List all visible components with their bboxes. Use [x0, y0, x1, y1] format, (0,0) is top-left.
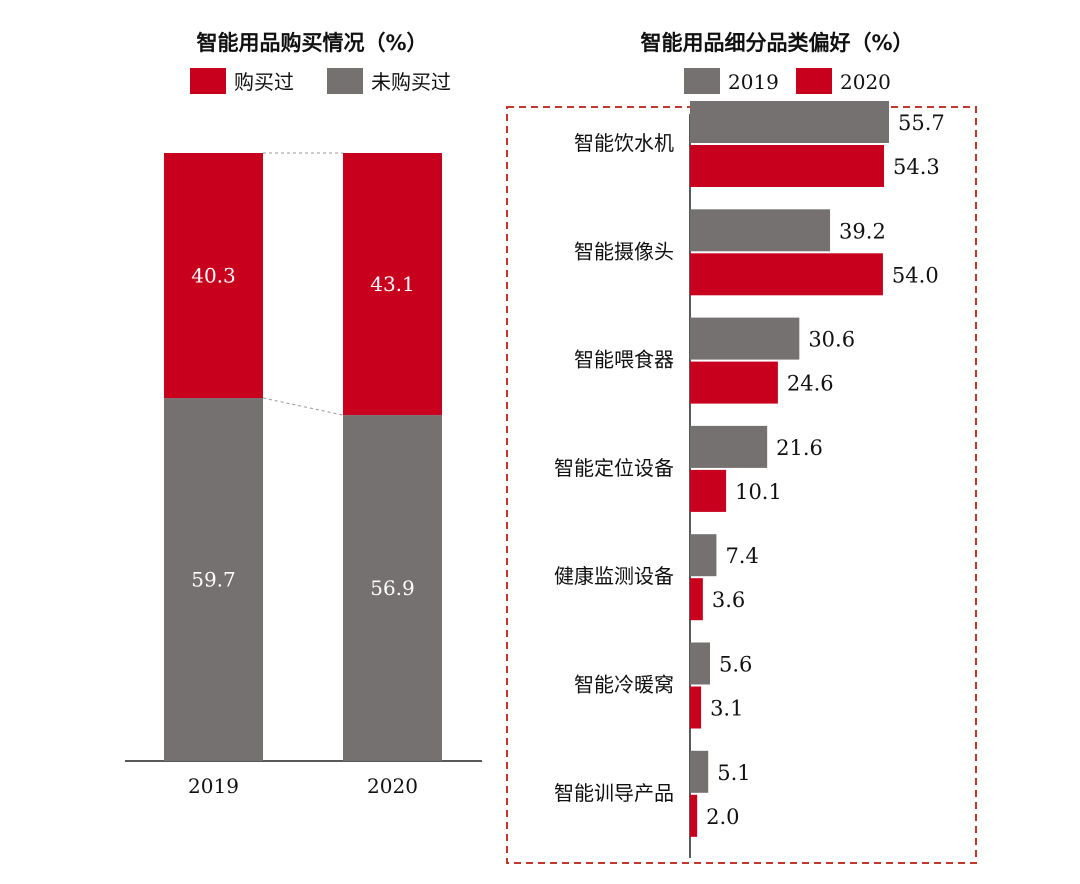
value-2020-健康监测设备: 3.6 [712, 588, 745, 612]
bar-2019-智能训导产品 [690, 750, 709, 793]
left-legend-swatch-2 [327, 68, 363, 94]
bar-2020-智能饮水机 [690, 145, 884, 187]
value-2019-智能训导产品: 5.1 [717, 761, 750, 785]
value-2019-智能喂食器: 30.6 [808, 328, 855, 352]
category-label-智能饮水机: 智能饮水机 [574, 131, 674, 155]
bar-2020-智能训导产品 [690, 794, 698, 837]
x-tick-2020: 2020 [367, 774, 418, 798]
bar-2019-智能定位设备 [690, 425, 768, 468]
value-2020-智能摄像头: 54.0 [892, 263, 939, 287]
bar-purchased-2019 [164, 153, 263, 399]
right-legend-swatch-2019 [684, 68, 720, 94]
right-legend-label-2020: 2020 [840, 70, 891, 94]
x-tick-2019: 2019 [188, 774, 239, 798]
bar-2020-智能定位设备 [690, 469, 727, 512]
label-not-purchased-2020: 56.9 [370, 576, 415, 600]
category-label-智能定位设备: 智能定位设备 [554, 456, 674, 480]
right-legend-label-2019: 2019 [728, 70, 779, 94]
left-chart-title: 智能用品购买情况（%） [196, 31, 427, 55]
category-label-智能训导产品: 智能训导产品 [554, 781, 674, 805]
bar-2019-智能摄像头 [690, 209, 831, 252]
label-not-purchased-2019: 59.7 [191, 568, 236, 592]
connector-boundary [262, 397, 344, 416]
right-chart-title: 智能用品细分品类偏好（%） [640, 31, 913, 55]
bar-purchased-2020 [343, 153, 442, 416]
category-label-健康监测设备: 健康监测设备 [554, 564, 674, 588]
value-2019-智能摄像头: 39.2 [839, 219, 886, 243]
value-2019-健康监测设备: 7.4 [725, 544, 758, 568]
value-2020-智能饮水机: 54.3 [893, 155, 940, 179]
value-2019-智能定位设备: 21.6 [776, 436, 823, 460]
label-purchased-2019: 40.3 [191, 264, 236, 288]
bar-not-purchased-2020 [343, 415, 442, 761]
label-purchased-2020: 43.1 [370, 272, 415, 296]
left-legend-label-1: 购买过 [234, 70, 294, 94]
bar-2019-智能饮水机 [690, 101, 889, 143]
value-2020-智能训导产品: 2.0 [706, 805, 739, 829]
bar-2020-智能冷暖窝 [690, 686, 702, 729]
bar-2020-智能喂食器 [690, 361, 778, 404]
right-legend-swatch-2020 [796, 68, 832, 94]
bar-2020-健康监测设备 [690, 578, 703, 621]
left-legend-label-2: 未购买过 [371, 70, 451, 94]
value-2019-智能饮水机: 55.7 [898, 111, 945, 135]
bar-2020-智能摄像头 [690, 253, 883, 296]
bar-2019-智能冷暖窝 [690, 642, 711, 685]
value-2020-智能定位设备: 10.1 [735, 480, 782, 504]
bar-2019-健康监测设备 [690, 534, 717, 577]
bar-2019-智能喂食器 [690, 317, 800, 360]
category-label-智能喂食器: 智能喂食器 [574, 348, 674, 372]
value-2019-智能冷暖窝: 5.6 [719, 653, 752, 677]
left-legend-swatch-1 [190, 68, 226, 94]
category-label-智能摄像头: 智能摄像头 [574, 239, 674, 263]
value-2020-智能冷暖窝: 3.1 [710, 697, 743, 721]
value-2020-智能喂食器: 24.6 [787, 372, 834, 396]
category-label-智能冷暖窝: 智能冷暖窝 [574, 673, 674, 697]
bar-not-purchased-2019 [164, 398, 263, 761]
